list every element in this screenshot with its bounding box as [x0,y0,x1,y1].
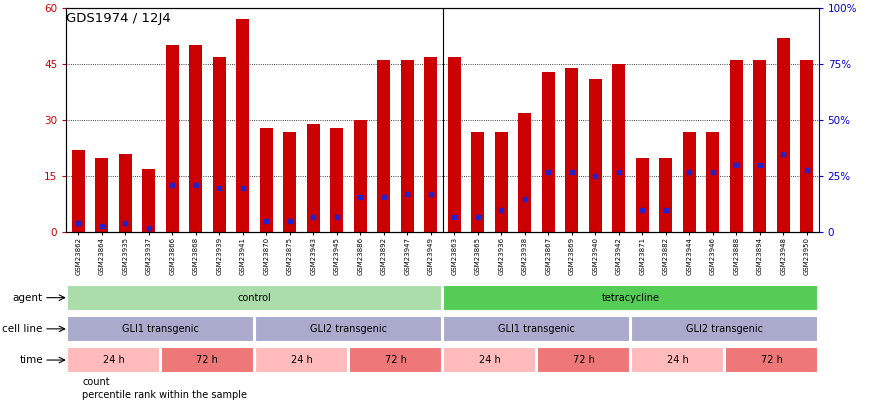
Bar [72,150,85,232]
Bar [542,72,555,232]
Bar [119,154,132,232]
Bar [612,64,626,232]
Bar [255,347,348,373]
Bar [443,347,535,373]
Text: agent: agent [12,293,42,303]
Text: 24 h: 24 h [479,355,500,365]
Bar [706,132,720,232]
Bar [448,57,461,232]
Text: GDS1974 / 12J4: GDS1974 / 12J4 [66,12,171,25]
Bar [142,169,155,232]
Bar [255,316,442,342]
Text: 24 h: 24 h [666,355,689,365]
Bar [401,60,413,232]
Bar [635,158,649,232]
Bar [631,347,724,373]
Bar [589,79,602,232]
Text: tetracycline: tetracycline [602,293,659,303]
Bar [67,347,159,373]
Text: count: count [82,377,110,387]
Bar [443,285,818,311]
Bar [96,158,108,232]
Text: 72 h: 72 h [385,355,406,365]
Bar [165,45,179,232]
Text: GLI1 transgenic: GLI1 transgenic [498,324,575,334]
Bar [800,60,813,232]
Text: 72 h: 72 h [196,355,219,365]
Text: 24 h: 24 h [103,355,124,365]
Text: 24 h: 24 h [290,355,312,365]
Bar [519,113,531,232]
Text: time: time [19,355,42,365]
Bar [753,60,766,232]
Bar [377,60,390,232]
Bar [659,158,673,232]
Bar [631,316,818,342]
Bar [161,347,254,373]
Bar [726,347,818,373]
Bar [777,38,789,232]
Bar [424,57,437,232]
Text: GLI2 transgenic: GLI2 transgenic [686,324,763,334]
Bar [212,57,226,232]
Text: control: control [237,293,272,303]
Bar [537,347,630,373]
Bar [189,45,202,232]
Text: GLI1 transgenic: GLI1 transgenic [122,324,199,334]
Bar [330,128,343,232]
Bar [259,128,273,232]
Bar [683,132,696,232]
Bar [354,120,366,232]
Bar [350,347,442,373]
Text: cell line: cell line [3,324,42,334]
Bar [495,132,508,232]
Bar [443,316,630,342]
Bar [283,132,296,232]
Bar [472,132,484,232]
Bar [730,60,743,232]
Bar [67,316,254,342]
Text: GLI2 transgenic: GLI2 transgenic [310,324,387,334]
Text: 72 h: 72 h [573,355,595,365]
Bar [67,285,442,311]
Bar [307,124,319,232]
Text: 72 h: 72 h [761,355,782,365]
Bar [566,68,578,232]
Bar [236,19,250,232]
Text: percentile rank within the sample: percentile rank within the sample [82,390,247,400]
